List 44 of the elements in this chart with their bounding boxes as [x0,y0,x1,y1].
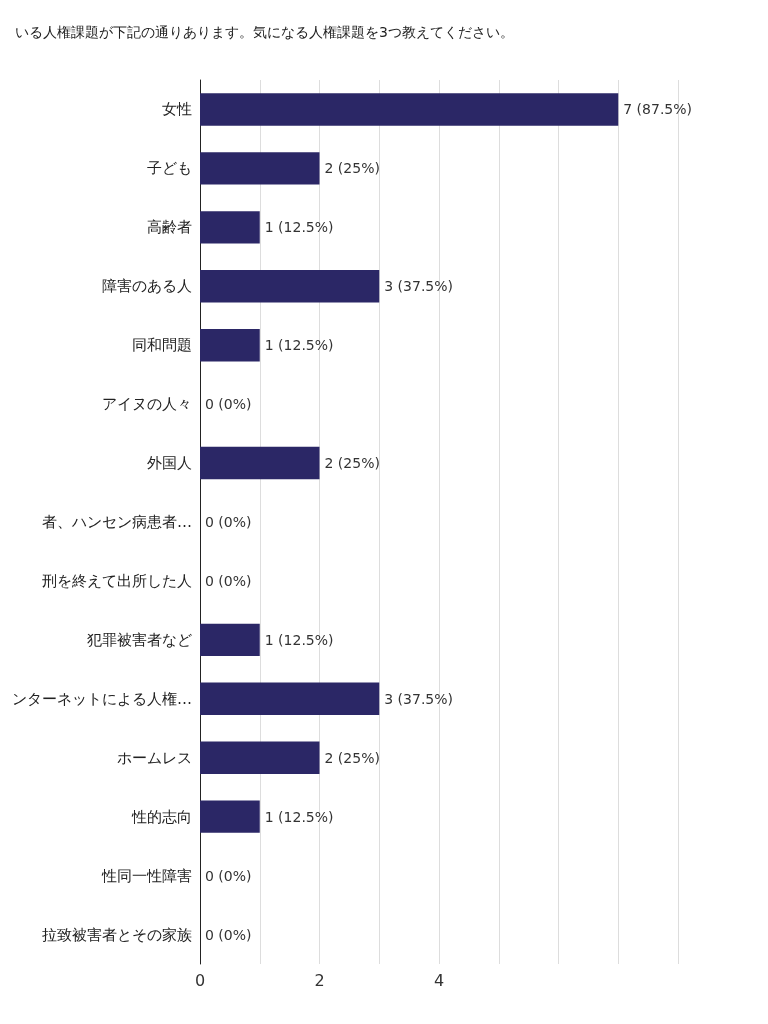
bar [200,270,380,303]
data-label: 0 (0%) [205,867,252,884]
x-tick-label: 0 [194,970,206,990]
chart-title: いる人権課題が下記の通りあります。気になる人権課題を3つ教えてください。 [15,24,514,40]
data-label: 0 (0%) [205,396,252,413]
bar [200,623,260,657]
y-tick-label: ンターネットによる人権… [12,689,192,708]
y-tick-label: 犯罪被害者など [87,630,192,649]
data-label: 2 (25%) [324,160,380,177]
y-tick-label: 子ども [147,159,192,178]
y-tick-label: 同和問題 [132,336,192,355]
bar [200,211,260,244]
y-tick-label: 性同一性障害 [101,866,192,885]
y-tick-label: アイヌの人々 [102,395,192,414]
y-tick-label: 外国人 [147,454,192,473]
data-label: 1 (12.5%) [264,631,334,648]
bar [200,446,320,480]
data-label: 2 (25%) [324,749,380,766]
data-label: 1 (12.5%) [264,219,334,236]
data-label: 3 (37.5%) [384,690,454,707]
y-tick-label: ホームレス [117,748,192,767]
data-label: 0 (0%) [205,926,252,943]
y-tick-label: 高齢者 [147,218,192,237]
data-label: 1 (12.5%) [264,808,334,825]
x-tick-label: 4 [433,970,445,990]
data-label: 1 (12.5%) [264,337,334,354]
y-tick-label: 刑を終えて出所した人 [42,571,192,590]
bar [200,741,320,774]
bar [200,328,260,362]
bar [200,682,380,716]
x-tick-label: 2 [314,970,325,990]
data-label: 2 (25%) [324,455,380,472]
y-tick-label: 女性 [162,100,192,119]
data-label: 0 (0%) [205,572,252,589]
y-tick-label: 性的志向 [131,807,192,826]
y-tick-label: 者、ハンセン病患者… [42,513,192,531]
bar [200,800,260,833]
data-label: 3 (37.5%) [384,278,454,295]
bar [200,152,320,185]
data-label: 7 (87.5%) [623,101,693,118]
y-tick-label: 拉致被害者とその家族 [42,925,192,944]
bar [200,93,619,126]
y-tick-label: 障害のある人 [102,277,192,296]
data-label: 0 (0%) [205,514,252,530]
